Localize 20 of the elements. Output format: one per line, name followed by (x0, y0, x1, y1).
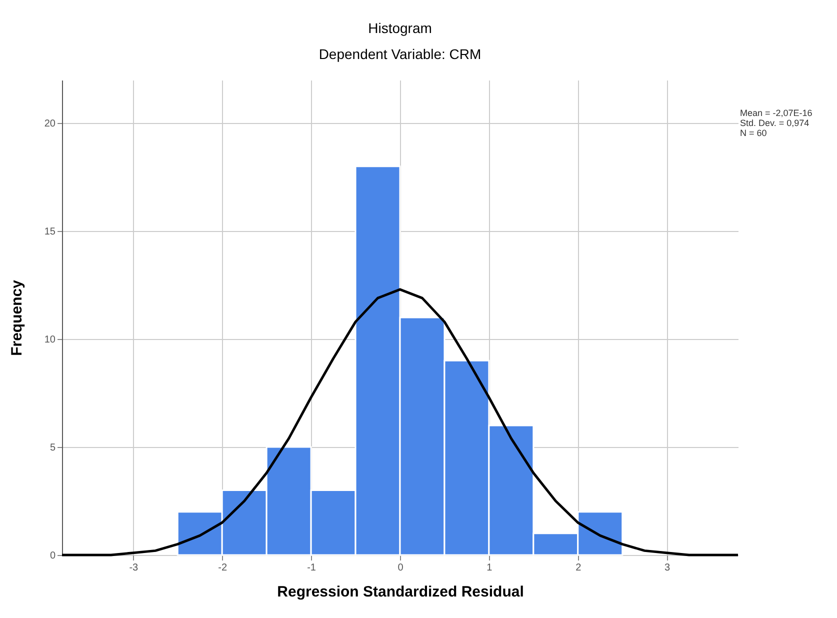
line-series (60, 288, 740, 556)
text: N = 60 (740, 128, 768, 138)
x-tick-label: 3 (664, 562, 671, 574)
y-tick-label: 0 (50, 550, 56, 562)
x-tick-label: -1 (307, 562, 316, 574)
y-tick-label: 10 (44, 334, 56, 346)
text: Mean = -2,07E-16 (740, 108, 812, 118)
text: Std. Dev. = 0,974 (740, 118, 810, 128)
x-axis-title: Regression Standardized Residual (277, 584, 524, 600)
y-tick-label: 20 (44, 118, 56, 130)
x-tick-label: -3 (129, 562, 139, 574)
x-tick-label: 0 (398, 562, 404, 574)
chart-subtitle: Dependent Variable: CRM (318, 46, 482, 62)
x-tick-label: 2 (576, 562, 582, 574)
y-axis-title: Frequency (8, 279, 26, 356)
x-tick-label: 1 (486, 562, 493, 574)
y-tick-label: 5 (50, 442, 56, 454)
y-tick-label: 15 (44, 226, 56, 238)
x-tick-label: -2 (218, 562, 228, 574)
chart-title: Histogram (368, 20, 432, 36)
